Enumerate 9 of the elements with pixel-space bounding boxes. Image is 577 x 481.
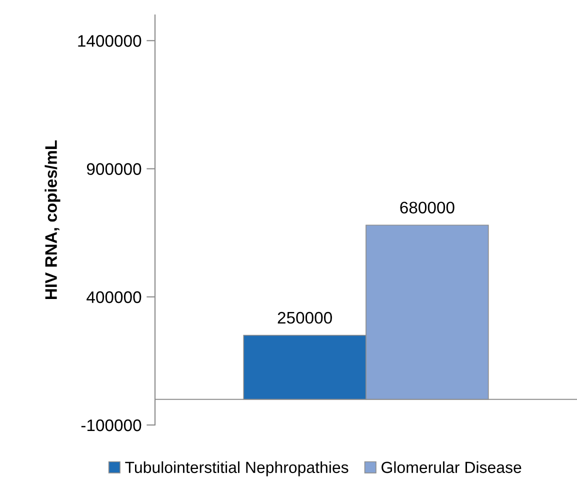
y-axis-title: HIV RNA, copies/mL [44, 140, 60, 299]
data-label: 250000 [278, 312, 332, 324]
data-label: 680000 [400, 202, 454, 214]
legend-label: Glomerular Disease [382, 461, 522, 474]
y-tick-label: 900000 [86, 163, 142, 175]
y-tick-label: 1400000 [78, 35, 142, 47]
y-tick-label: 400000 [86, 291, 142, 304]
legend-label: Tubulointerstitial Nephropathies [125, 461, 348, 476]
y-tick-label: -100000 [81, 419, 142, 432]
